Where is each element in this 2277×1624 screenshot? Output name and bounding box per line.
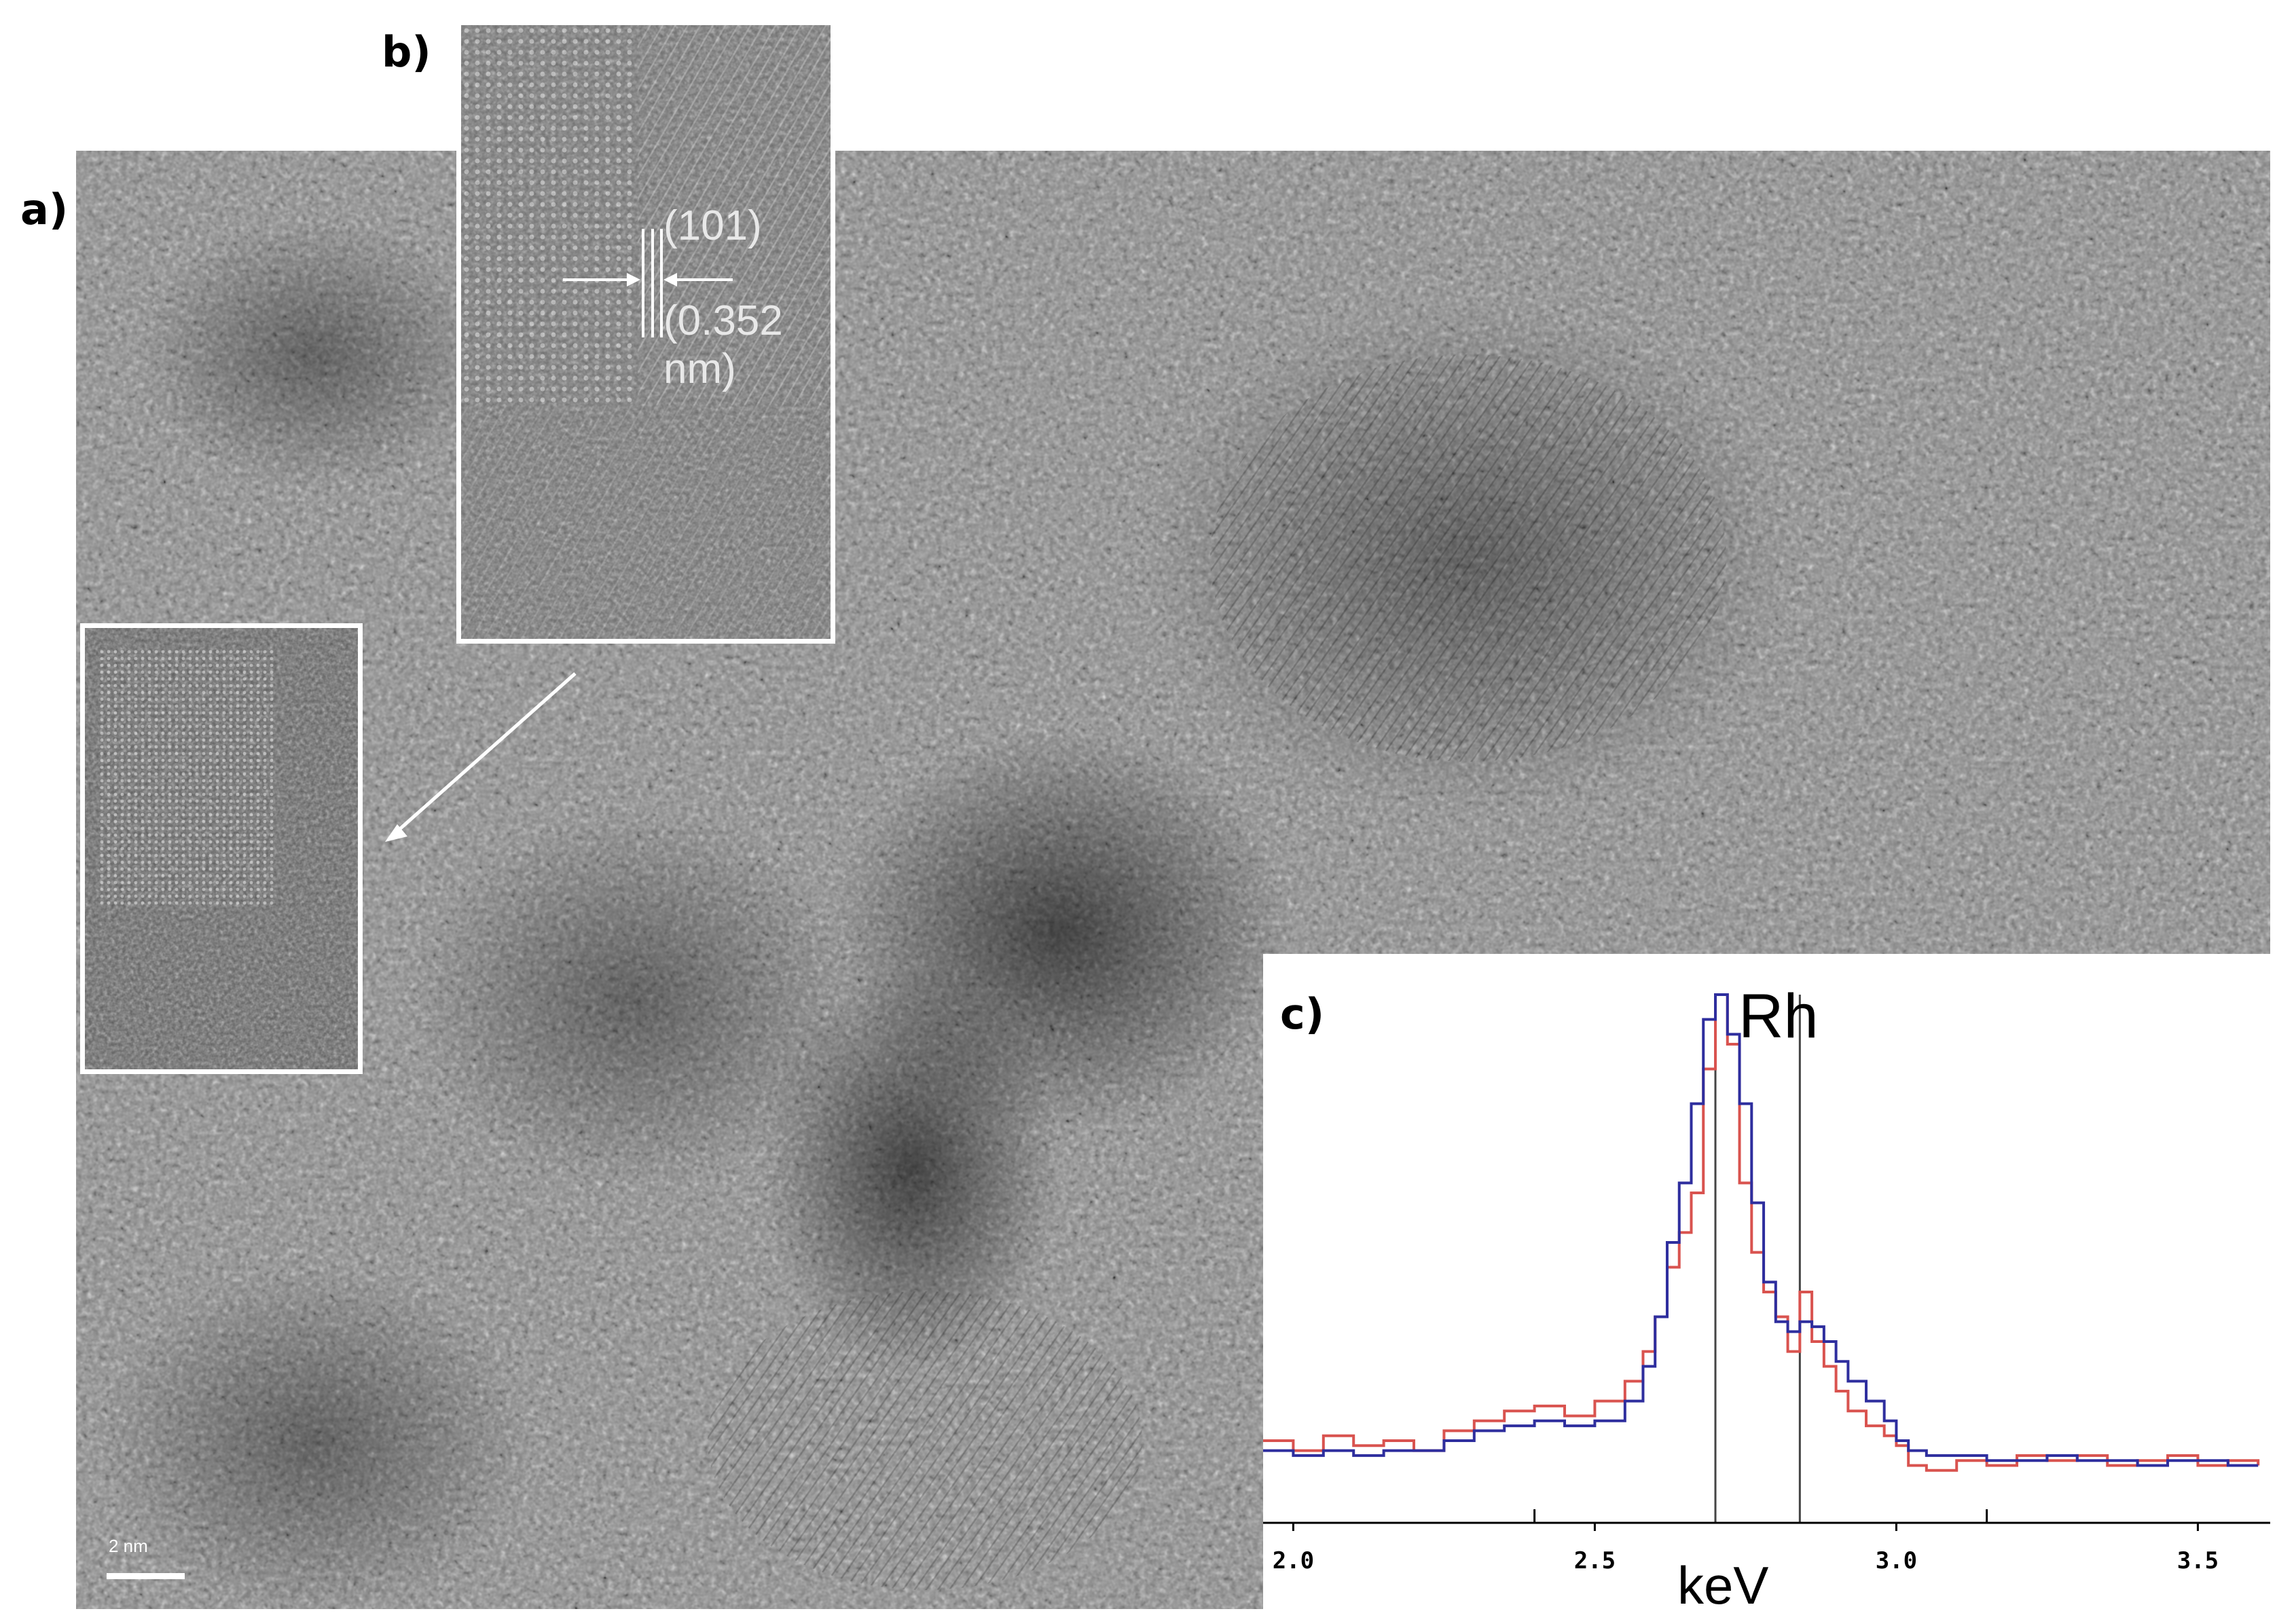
x-tick-label: 3.5 — [2177, 1547, 2219, 1574]
peak-annotation: Rh — [1738, 982, 1819, 1051]
eds-spectrum-chart: 2.0 2.5 3.0 3.5 — [1263, 993, 2270, 1574]
lattice-image — [461, 25, 831, 639]
x-axis-ticks: 2.0 2.5 3.0 3.5 — [1273, 1509, 2219, 1574]
spectrum-series — [1263, 993, 2260, 1472]
inset-lattice-image — [85, 628, 358, 1069]
panel-b-label: b) — [382, 27, 431, 77]
eds-spectrum-panel: 2.0 2.5 3.0 3.5 c) Rh keV — [1263, 954, 2270, 1621]
panel-a-label: a) — [20, 185, 69, 234]
magnified-inset — [80, 623, 363, 1074]
x-tick-label: 3.0 — [1876, 1547, 1917, 1574]
red-spectrum-series — [1263, 993, 2260, 1472]
line-markers — [1714, 995, 1801, 1523]
x-axis-label: keV — [1677, 1555, 1769, 1615]
x-tick-label: 2.0 — [1273, 1547, 1314, 1574]
lattice-inset: (101) (0.352 nm) — [456, 20, 835, 644]
tem-micrograph — [76, 151, 2270, 1609]
x-tick-label: 2.5 — [1574, 1547, 1616, 1574]
lattice-spacing-label: (0.352 nm) — [663, 297, 783, 392]
lattice-plane-label: (101) — [663, 202, 762, 249]
blue-spectrum-series — [1263, 993, 2259, 1467]
scale-bar-label: 2 nm — [109, 1536, 148, 1556]
panel-c-label: c) — [1280, 989, 1325, 1039]
